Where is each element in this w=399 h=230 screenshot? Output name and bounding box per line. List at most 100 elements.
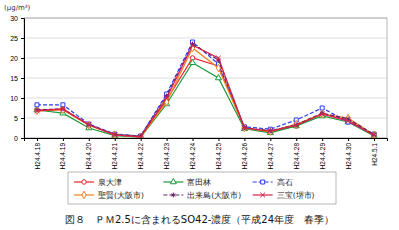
point — [138, 134, 143, 138]
point — [294, 123, 299, 128]
y-tick-mark — [21, 118, 24, 119]
legend-marker — [82, 180, 87, 185]
y-tick: 5 — [14, 115, 24, 122]
point — [86, 122, 91, 127]
legend-item: 高石 — [253, 178, 293, 187]
x-tick: H24.4.23 — [163, 138, 170, 169]
x-tick: H24.4.21 — [111, 138, 118, 169]
series-line — [37, 48, 374, 137]
x-tick-mark — [218, 138, 219, 141]
x-tick-mark — [37, 138, 38, 141]
x-tick: H24.4.18 — [34, 138, 41, 169]
legend-label: 富田林 — [187, 178, 211, 187]
legend-marker — [171, 193, 175, 198]
x-tick-mark — [374, 138, 375, 141]
y-tick-mark — [21, 58, 24, 59]
point — [268, 129, 273, 134]
x-tick-label: H24.4.20 — [85, 143, 92, 170]
x-tick-label: H24.4.27 — [267, 143, 274, 170]
x-tick-label: H24.4.18 — [34, 143, 41, 170]
point — [372, 133, 377, 138]
x-tick: H24.4.28 — [293, 138, 300, 169]
point — [320, 111, 324, 116]
x-tick: H24.4.26 — [241, 138, 248, 169]
plot-frame — [24, 18, 387, 138]
point — [35, 108, 40, 113]
y-tick: 15 — [10, 75, 24, 82]
y-tick: 30 — [10, 15, 24, 22]
x-tick: H24.4.22 — [137, 138, 144, 169]
x-tick-label: H24.4.24 — [189, 143, 196, 170]
x-tick-label: H24.4.28 — [293, 143, 300, 170]
y-tick-label: 15 — [10, 75, 18, 82]
x-tick: H24.4.29 — [319, 138, 326, 169]
x-tick: H24.4.19 — [59, 138, 66, 169]
legend-marker — [261, 180, 265, 184]
x-tick-mark — [115, 138, 116, 141]
legend-label: 出来島(大阪市) — [187, 191, 241, 200]
x-tick-mark — [296, 138, 297, 141]
point — [242, 126, 247, 131]
series — [34, 59, 377, 138]
point — [61, 107, 66, 112]
x-tick-mark — [167, 138, 168, 141]
point — [189, 59, 195, 64]
x-tick-mark — [193, 138, 194, 141]
x-tick-mark — [63, 138, 64, 141]
x-tick: H24.5.1 — [371, 138, 378, 166]
series-line — [37, 63, 374, 137]
series-line — [37, 44, 374, 136]
legend-marker — [170, 178, 176, 183]
y-tick-mark — [21, 38, 24, 39]
point — [164, 96, 169, 101]
y-axis-title: (μg/m³) — [4, 4, 31, 12]
y-tick: 10 — [10, 95, 24, 102]
x-tick-mark — [348, 138, 349, 141]
point — [320, 112, 325, 117]
x-tick: H24.4.30 — [345, 138, 352, 169]
point — [216, 64, 220, 71]
point — [35, 108, 39, 113]
legend-marker — [82, 191, 86, 198]
x-tick-mark — [141, 138, 142, 141]
x-axis-line — [25, 139, 388, 142]
x-tick-label: H24.4.19 — [59, 143, 66, 170]
x-tick-mark — [244, 138, 245, 141]
point — [294, 120, 298, 127]
y-axis: 0 5 10 15 20 25 30 — [10, 15, 24, 142]
y-tick-label: 0 — [14, 135, 18, 142]
x-tick: H24.4.20 — [85, 138, 92, 169]
x-tick-mark — [89, 138, 90, 141]
y-tick: 20 — [10, 55, 24, 62]
series-line — [37, 42, 374, 136]
x-tick-label: H24.4.26 — [241, 143, 248, 170]
x-tick-label: H24.4.29 — [319, 143, 326, 170]
y-tick-label: 10 — [10, 95, 18, 102]
series — [35, 44, 376, 138]
series-group — [34, 40, 377, 138]
point — [216, 56, 221, 61]
legend-item: 富田林 — [163, 178, 211, 187]
x-tick-label: H24.4.23 — [163, 143, 170, 170]
grid-line — [24, 98, 387, 99]
legend-label: 泉大津 — [98, 178, 122, 187]
grid-line — [24, 38, 387, 39]
series-line — [37, 45, 374, 137]
y-tick: 25 — [10, 35, 24, 42]
legend-label: 聖賢(大阪市) — [98, 191, 144, 200]
y-tick-label: 20 — [10, 55, 18, 62]
y-tick-mark — [21, 78, 24, 79]
legend-label: 高石 — [277, 178, 293, 187]
legend-marker — [260, 193, 265, 198]
series — [35, 42, 376, 138]
y-tick: 0 — [14, 135, 24, 142]
grid-line — [24, 78, 387, 79]
y-tick-label: 25 — [10, 35, 18, 42]
x-tick-label: H24.4.22 — [137, 143, 144, 170]
legend-item: 出来島(大阪市) — [163, 191, 241, 200]
x-tick-label: H24.4.25 — [215, 143, 222, 170]
legend-box — [68, 172, 336, 204]
plot: 051015202530H24.4.18H24.4.19H24.4.20H24.… — [10, 15, 387, 170]
y-tick-mark — [21, 98, 24, 99]
x-axis: H24.4.18 H24.4.19 H24.4.20 H24.4.21 H24.4.22… — [25, 138, 388, 169]
